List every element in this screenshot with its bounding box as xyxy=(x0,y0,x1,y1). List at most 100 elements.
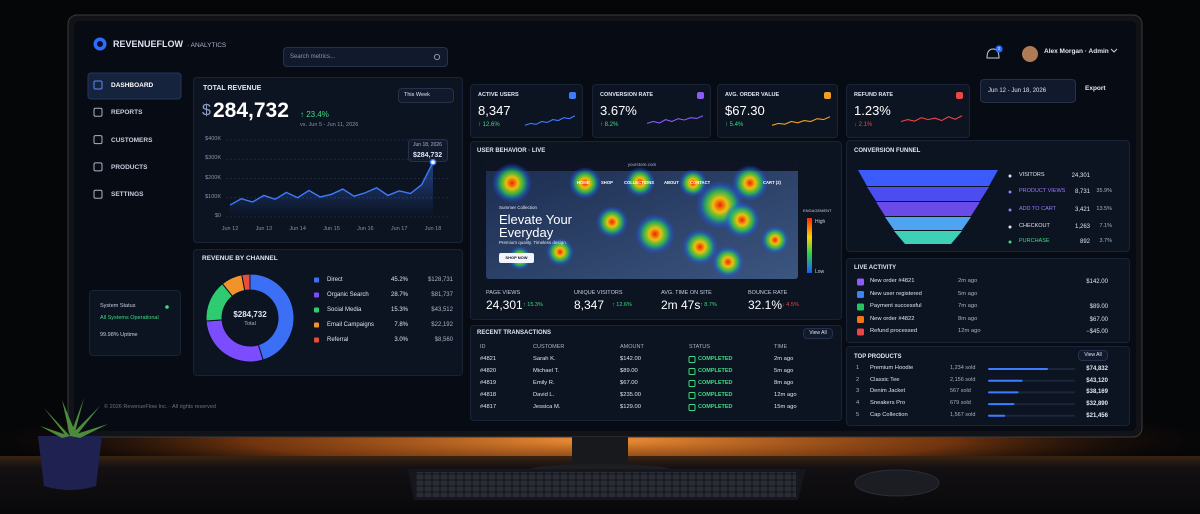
view-all[interactable] xyxy=(1078,350,1108,361)
product-sold: 679 sold xyxy=(950,400,971,407)
preview-nav: CONTACT xyxy=(690,180,711,185)
x-tick-label: Jun 18 xyxy=(424,226,442,232)
activity-time: 7m ago xyxy=(958,303,978,309)
cell: Jessica M. xyxy=(533,404,561,410)
preview-nav: ABOUT xyxy=(664,180,679,185)
nav-item[interactable]: PRODUCTS xyxy=(111,163,148,171)
search-icon xyxy=(433,53,441,61)
status: COMPLETED xyxy=(698,368,733,374)
revenue-bar xyxy=(988,368,1048,370)
kpi-label: AVG. ORDER VALUE xyxy=(725,92,780,98)
date-range[interactable] xyxy=(980,79,1076,103)
status-text: All Systems Operational xyxy=(100,315,159,321)
preview-urlbar xyxy=(486,161,798,171)
nav-icon xyxy=(93,162,103,172)
tooltip-date: Jun 18, 2026 xyxy=(413,142,442,148)
engagement-scale xyxy=(807,218,812,273)
kpi-label: CONVERSION RATE xyxy=(600,92,654,98)
product-name: Denim Jacket xyxy=(870,388,906,395)
status-check xyxy=(688,380,696,387)
x-tick-label: Jun 17 xyxy=(390,226,408,232)
legend-label: Email Campaigns xyxy=(327,322,375,328)
view-all[interactable] xyxy=(803,328,833,339)
status-title: System Status xyxy=(100,303,136,309)
funnel-stage xyxy=(876,202,980,216)
activity-icon xyxy=(857,278,864,286)
preview-nav: COLLECTIONS xyxy=(624,180,655,185)
sparkline xyxy=(900,115,963,123)
export-button[interactable]: Export xyxy=(1085,85,1106,92)
cell: $235.00 xyxy=(620,392,641,398)
preview-button[interactable] xyxy=(499,253,534,263)
channel-share: 7.8% xyxy=(394,322,408,328)
kpi-card xyxy=(717,84,838,138)
cell: David L. xyxy=(533,392,555,398)
donut-label: Total xyxy=(244,321,256,327)
view-all-label[interactable]: View All xyxy=(1084,352,1102,358)
sparkline xyxy=(524,115,576,126)
period-select-label[interactable]: This Week xyxy=(404,92,430,98)
activity-amount: $142.00 xyxy=(1086,279,1108,285)
stat-value: 24,301 xyxy=(486,298,523,312)
preview-eyebrow: Summer Collection xyxy=(499,205,538,210)
legend-swatch xyxy=(314,277,319,283)
donut-segment xyxy=(241,273,251,292)
y-tick-label: $0 xyxy=(214,213,221,219)
kpi-change: ↑ 12.6% xyxy=(478,122,500,128)
legend-title: ENGAGEMENT xyxy=(803,208,832,213)
cell: #4821 xyxy=(480,356,497,362)
card-title: TOTAL REVENUE xyxy=(203,85,262,92)
user-name[interactable]: Alex Morgan · Admin xyxy=(1044,48,1109,55)
stat-value: 8,347 xyxy=(574,298,605,312)
cell: $142.00 xyxy=(620,356,641,362)
y-tick-label: $400K xyxy=(205,136,221,142)
column-header: AMOUNT xyxy=(620,344,644,350)
stage-dot xyxy=(1008,174,1012,178)
preview-button-label[interactable]: SHOP NOW xyxy=(505,255,528,260)
column-header: STATUS xyxy=(689,344,710,350)
nav-item[interactable]: DASHBOARD xyxy=(111,82,154,89)
product-sold: 567 sold xyxy=(950,388,971,395)
legend-swatch xyxy=(314,307,319,313)
legend-label: Referral xyxy=(327,337,349,343)
revenue-change: ↑ 23.4% xyxy=(300,110,329,119)
nav-item[interactable]: SETTINGS xyxy=(111,191,144,199)
channel-share: 28.7% xyxy=(390,292,408,298)
cell: Michael T. xyxy=(533,368,559,374)
period-select[interactable] xyxy=(398,88,454,103)
legend-label: Organic Search xyxy=(327,292,369,298)
cell: $67.00 xyxy=(620,380,638,386)
stage-rate: 35.9% xyxy=(1096,188,1112,194)
end-point xyxy=(429,158,437,166)
avatar xyxy=(1022,46,1038,62)
preview-headline: Elevate Your xyxy=(499,212,573,227)
nav-item[interactable]: CUSTOMERS xyxy=(111,136,153,144)
channel-share: 15.3% xyxy=(390,307,408,313)
cell: 2m ago xyxy=(774,356,794,362)
stage-dot xyxy=(1008,208,1012,212)
search-placeholder[interactable]: Search metrics... xyxy=(290,54,336,60)
view-all-label[interactable]: View All xyxy=(809,330,827,336)
preview-tagline: Premium quality. Timeless design. xyxy=(499,240,567,245)
date-range-label[interactable]: Jun 12 - Jun 18, 2026 xyxy=(988,88,1047,94)
stage-name: CHECKOUT xyxy=(1019,223,1050,229)
nav-item[interactable]: REPORTS xyxy=(111,109,143,117)
kpi-value: $67.30 xyxy=(725,103,765,118)
kpi-change: ↑ 8.2% xyxy=(600,122,619,128)
card-title: TOP PRODUCTS xyxy=(854,354,902,360)
product-name: Classic Tee xyxy=(870,376,900,383)
product-sold: 2,156 sold xyxy=(950,376,976,383)
status-check xyxy=(688,356,696,363)
stat-change: ↑ 15.3% xyxy=(523,302,543,308)
channel-amount: $128,731 xyxy=(427,277,453,283)
y-tick-label: $100K xyxy=(205,193,221,200)
uptime: 99.98% Uptime xyxy=(100,332,138,338)
kpi-label: ACTIVE USERS xyxy=(478,92,519,98)
stat-change: ↑ 12.6% xyxy=(612,302,632,308)
notification-count: 2 xyxy=(997,46,1001,51)
y-tick-label: $300K xyxy=(205,155,221,162)
kpi-card xyxy=(846,84,970,138)
footer: © 2026 RevenueFlow Inc. · All rights res… xyxy=(104,404,216,410)
activity-card xyxy=(846,258,1130,343)
search-box[interactable] xyxy=(283,47,448,67)
